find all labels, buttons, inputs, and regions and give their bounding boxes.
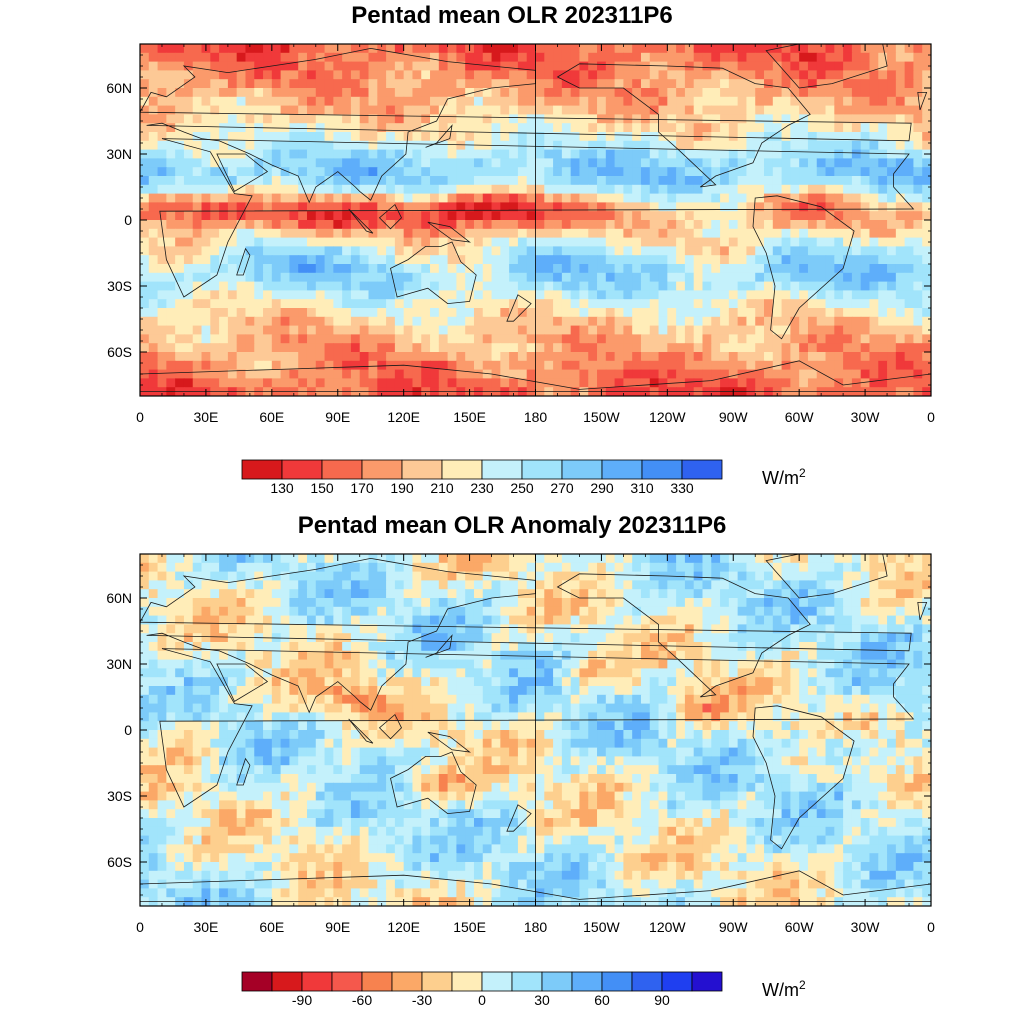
lon-tick-label: 60W	[785, 409, 815, 425]
panel-2-title: Pentad mean OLR Anomaly 202311P6	[297, 512, 727, 539]
colorbar-label: 330	[670, 480, 694, 496]
lat-tick-label: 60N	[106, 590, 132, 606]
colorbar-swatch	[331, 971, 363, 992]
colorbar-label: 310	[630, 480, 654, 496]
colorbar-swatch	[601, 459, 643, 480]
colorbar-label: 150	[310, 480, 334, 496]
colorbar-swatch	[241, 971, 273, 992]
colorbar-label: 130	[270, 480, 294, 496]
colorbar-swatch	[321, 459, 363, 480]
lon-tick-label: 120E	[387, 409, 420, 425]
olr-unit-label: W/m2	[762, 466, 806, 488]
lon-tick-label: 180	[524, 409, 548, 425]
lat-tick-label: 60S	[107, 344, 132, 360]
colorbar-label: 210	[430, 480, 454, 496]
lon-tick-label: 90W	[719, 919, 749, 935]
colorbar-label: 60	[594, 992, 610, 1008]
colorbar-swatch	[271, 971, 303, 992]
olr-field	[140, 554, 931, 906]
colorbar-label: -60	[352, 992, 372, 1008]
lon-tick-label: 30E	[193, 409, 218, 425]
lon-tick-label: 150W	[583, 409, 620, 425]
colorbar-label: 170	[350, 480, 374, 496]
lat-tick-label: 30N	[106, 656, 132, 672]
colorbar-swatch	[521, 459, 563, 480]
colorbar-swatch	[281, 459, 323, 480]
lon-tick-label: 90W	[719, 409, 749, 425]
colorbar-swatch	[301, 971, 333, 992]
olr-anomaly-colorbar: -90 -60 -30 0 30 60 90	[241, 971, 723, 1008]
lat-tick-label: 0	[124, 722, 132, 738]
lon-tick-label: 90E	[325, 409, 350, 425]
lat-tick-label: 60N	[106, 80, 132, 96]
lon-tick-label: 0	[927, 409, 935, 425]
colorbar-swatch	[541, 971, 573, 992]
lon-tick-label: 60E	[259, 919, 284, 935]
colorbar-swatch	[601, 971, 633, 992]
lon-tick-label: 0	[136, 919, 144, 935]
lon-tick-label: 60E	[259, 409, 284, 425]
colorbar-label: 250	[510, 480, 534, 496]
colorbar-label: 30	[534, 992, 550, 1008]
lon-tick-label: 0	[927, 919, 935, 935]
lat-tick-label: 30S	[107, 788, 132, 804]
lon-tick-label: 60W	[785, 919, 815, 935]
colorbar-swatch	[361, 459, 403, 480]
olr-map: 60N 30N 0 30S 60S 0 30E 60E 90E 120E 150E 180 150W 12…	[106, 43, 935, 425]
lon-tick-label: 120E	[387, 919, 420, 935]
colorbar-swatch	[451, 971, 483, 992]
colorbar-swatch	[631, 971, 663, 992]
lat-tick-label: 0	[124, 212, 132, 228]
lat-tick-label: 30N	[106, 146, 132, 162]
olr-colorbar: 130 150 170 190 210 230 250 270 290 310 330	[241, 459, 723, 496]
lon-tick-label: 30W	[851, 919, 881, 935]
colorbar-swatch	[401, 459, 443, 480]
lon-tick-label: 90E	[325, 919, 350, 935]
colorbar-swatch	[511, 971, 543, 992]
coastlines	[140, 554, 931, 903]
lon-tick-label: 180	[524, 919, 548, 935]
olr-anomaly-unit-label: W/m2	[762, 978, 806, 1000]
colorbar-label: 90	[654, 992, 670, 1008]
lon-tick-label: 0	[136, 409, 144, 425]
colorbar-swatch	[571, 971, 603, 992]
colorbar-swatch	[641, 459, 683, 480]
colorbar-swatch	[391, 971, 423, 992]
colorbar-swatch	[441, 459, 483, 480]
lon-tick-label: 30E	[193, 919, 218, 935]
colorbar-label: 270	[550, 480, 574, 496]
colorbar-swatch	[661, 971, 693, 992]
colorbar-label: 0	[478, 992, 486, 1008]
colorbar-swatch	[681, 459, 723, 480]
colorbar-label: -90	[292, 992, 312, 1008]
lon-tick-label: 120W	[649, 919, 686, 935]
colorbar-label: 190	[390, 480, 414, 496]
colorbar-label: 290	[590, 480, 614, 496]
colorbar-label: -30	[412, 992, 432, 1008]
lon-tick-label: 150E	[453, 409, 486, 425]
colorbar-swatch	[481, 971, 513, 992]
lon-tick-label: 30W	[851, 409, 881, 425]
olr-anomaly-map: 60N 30N 0 30S 60S 0 30E 60E 90E 120E 150E 180 150W 12…	[106, 553, 935, 935]
colorbar-swatch	[241, 459, 283, 480]
colorbar-swatch	[421, 971, 453, 992]
panel-1-title: Pentad mean OLR 202311P6	[351, 2, 673, 29]
colorbar-swatch	[691, 971, 723, 992]
lon-tick-label: 150W	[583, 919, 620, 935]
colorbar-label: 230	[470, 480, 494, 496]
lat-tick-label: 60S	[107, 854, 132, 870]
colorbar-swatch	[481, 459, 523, 480]
colorbar-swatch	[561, 459, 603, 480]
lon-tick-label: 120W	[649, 409, 686, 425]
lat-tick-label: 30S	[107, 278, 132, 294]
colorbar-swatch	[361, 971, 393, 992]
lon-tick-label: 150E	[453, 919, 486, 935]
